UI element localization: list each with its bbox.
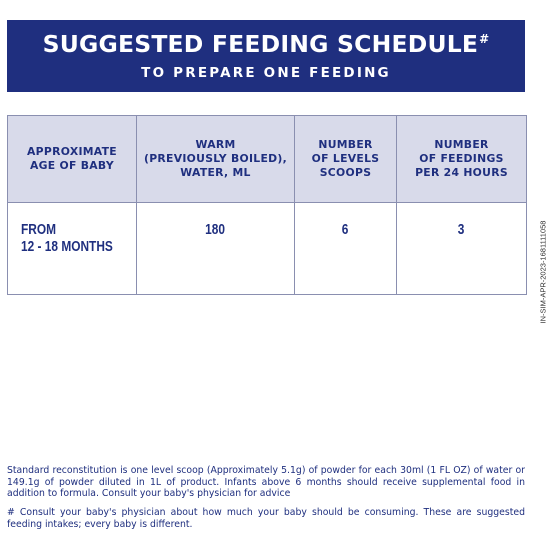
age-line1: FROM <box>21 222 57 238</box>
header-scoops-line2: OF LEVELS <box>311 152 380 165</box>
header-feedings-line3: PER 24 HOURS <box>415 166 508 179</box>
header-scoops-line3: SCOOPS <box>319 166 372 179</box>
header-scoops: NUMBER OF LEVELS SCOOPS <box>294 115 397 203</box>
page-title: SUGGESTED FEEDING SCHEDULE# <box>7 30 525 58</box>
cell-scoops: 6 <box>294 202 397 295</box>
title-footnote-mark: # <box>479 32 490 46</box>
header-water-line2: (PREVIOUSLY BOILED), <box>143 152 288 165</box>
water-ml-value: 180 <box>205 222 226 238</box>
header-feedings-line1: NUMBER <box>434 138 489 151</box>
physician-note: # Consult your baby's physician about ho… <box>7 507 525 530</box>
feeding-schedule-table: APPROXIMATE AGE OF BABY WARM (PREVIOUSLY… <box>7 115 527 295</box>
header-water-line1: WARM <box>195 138 236 151</box>
title-text: SUGGESTED FEEDING SCHEDULE <box>42 30 479 58</box>
title-banner: SUGGESTED FEEDING SCHEDULE# TO PREPARE O… <box>7 20 525 92</box>
age-line2: 12 - 18 MONTHS <box>21 239 113 255</box>
header-age-line1: APPROXIMATE <box>27 145 117 158</box>
cell-feedings: 3 <box>396 202 527 295</box>
table-row: FROM 12 - 18 MONTHS 180 6 3 <box>7 202 527 295</box>
reconstitution-note: Standard reconstitution is one level sco… <box>7 465 525 500</box>
table-header-row: APPROXIMATE AGE OF BABY WARM (PREVIOUSLY… <box>7 115 527 203</box>
header-age: APPROXIMATE AGE OF BABY <box>7 115 137 203</box>
header-age-line2: AGE OF BABY <box>29 159 114 172</box>
header-water: WARM (PREVIOUSLY BOILED), WATER, ML <box>136 115 295 203</box>
scoops-value: 6 <box>342 222 349 238</box>
cell-age: FROM 12 - 18 MONTHS <box>7 202 137 295</box>
page-subtitle: TO PREPARE ONE FEEDING <box>141 65 391 81</box>
header-feedings-line2: OF FEEDINGS <box>419 152 504 165</box>
document-code: IN-SIM-APR-2023-1681111058 <box>538 220 548 324</box>
feedings-value: 3 <box>458 222 465 238</box>
header-feedings: NUMBER OF FEEDINGS PER 24 HOURS <box>396 115 527 203</box>
header-scoops-line1: NUMBER <box>318 138 373 151</box>
cell-water-ml: 180 <box>136 202 295 295</box>
header-water-line3: WATER, ML <box>180 166 251 179</box>
